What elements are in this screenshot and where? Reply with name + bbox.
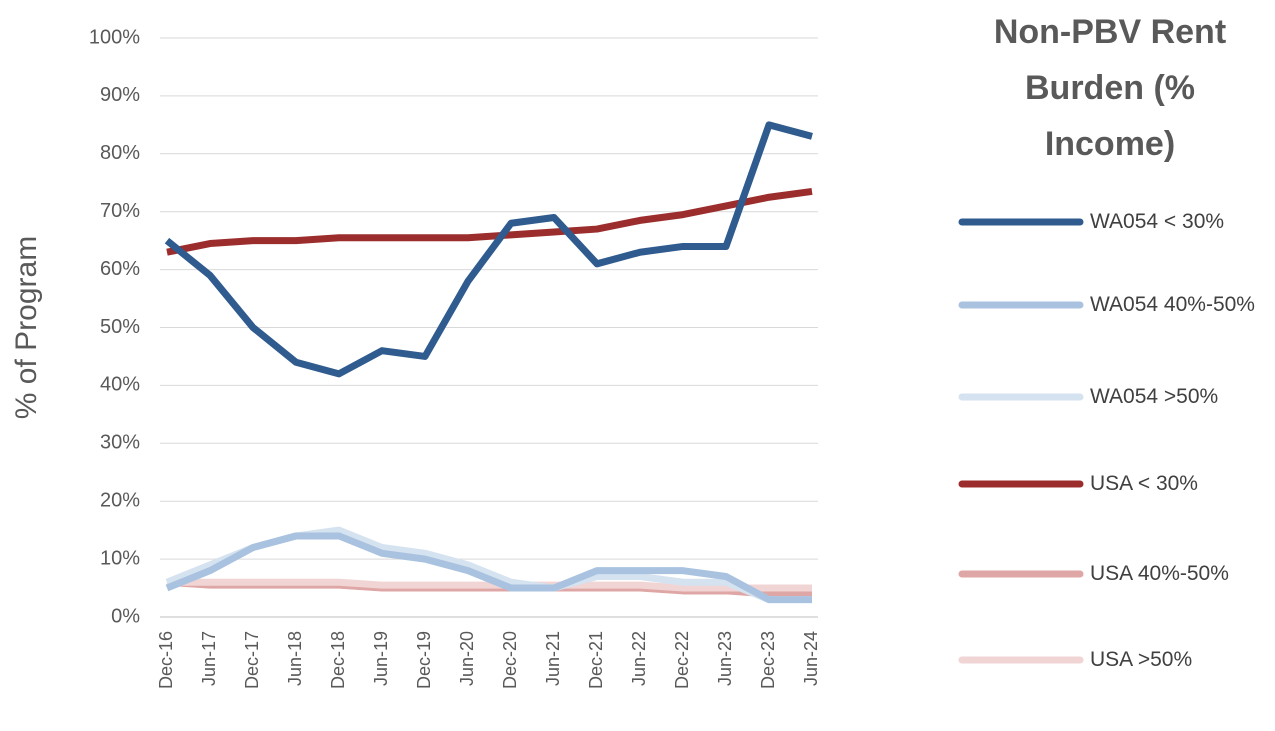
x-tick-label: Jun-23 <box>715 631 735 686</box>
x-tick-label: Dec-17 <box>242 631 262 689</box>
x-tick-label: Jun-24 <box>801 631 821 686</box>
x-tick-label: Dec-19 <box>414 631 434 689</box>
x-tick-label: Dec-18 <box>328 631 348 689</box>
x-tick-label: Jun-20 <box>457 631 477 686</box>
series-line <box>166 187 813 256</box>
x-tick-label: Jun-21 <box>543 631 563 686</box>
x-tick-label: Jun-18 <box>285 631 305 686</box>
x-tick-label: Dec-21 <box>586 631 606 689</box>
x-tick-label: Dec-20 <box>500 631 520 689</box>
series-line <box>165 532 812 604</box>
y-tick-label: 50% <box>100 316 140 338</box>
x-tick-label: Jun-22 <box>629 631 649 686</box>
y-axis-title: % of Program <box>10 236 43 419</box>
x-tick-label: Jun-19 <box>371 631 391 686</box>
y-tick-label: 40% <box>100 374 140 396</box>
x-tick-label: Jun-17 <box>199 631 219 686</box>
series-line <box>164 121 813 378</box>
y-tick-label: 10% <box>100 547 140 569</box>
y-tick-label: 60% <box>100 258 140 280</box>
legend-label: USA >50% <box>1090 648 1193 671</box>
y-tick-label: 70% <box>100 200 140 222</box>
x-tick-label: Dec-22 <box>672 631 692 689</box>
y-tick-label: 90% <box>100 84 140 106</box>
y-tick-label: 80% <box>100 142 140 164</box>
y-tick-label: 30% <box>100 432 140 454</box>
y-tick-label: 100% <box>89 26 140 48</box>
y-tick-label: 0% <box>111 605 140 627</box>
legend-label: WA054 >50% <box>1090 385 1219 408</box>
legend-label: WA054 40%-50% <box>1090 293 1255 316</box>
legend-label: USA 40%-50% <box>1090 562 1229 585</box>
series-line <box>167 578 812 592</box>
legend-label: USA < 30% <box>1090 472 1198 495</box>
x-tick-label: Dec-16 <box>156 631 176 689</box>
chart-title: Non-PBV Rent Burden (% Income) <box>993 13 1227 163</box>
x-tick-label: Dec-23 <box>758 631 778 689</box>
legend-label: WA054 < 30% <box>1090 210 1225 233</box>
y-tick-label: 20% <box>100 489 140 511</box>
